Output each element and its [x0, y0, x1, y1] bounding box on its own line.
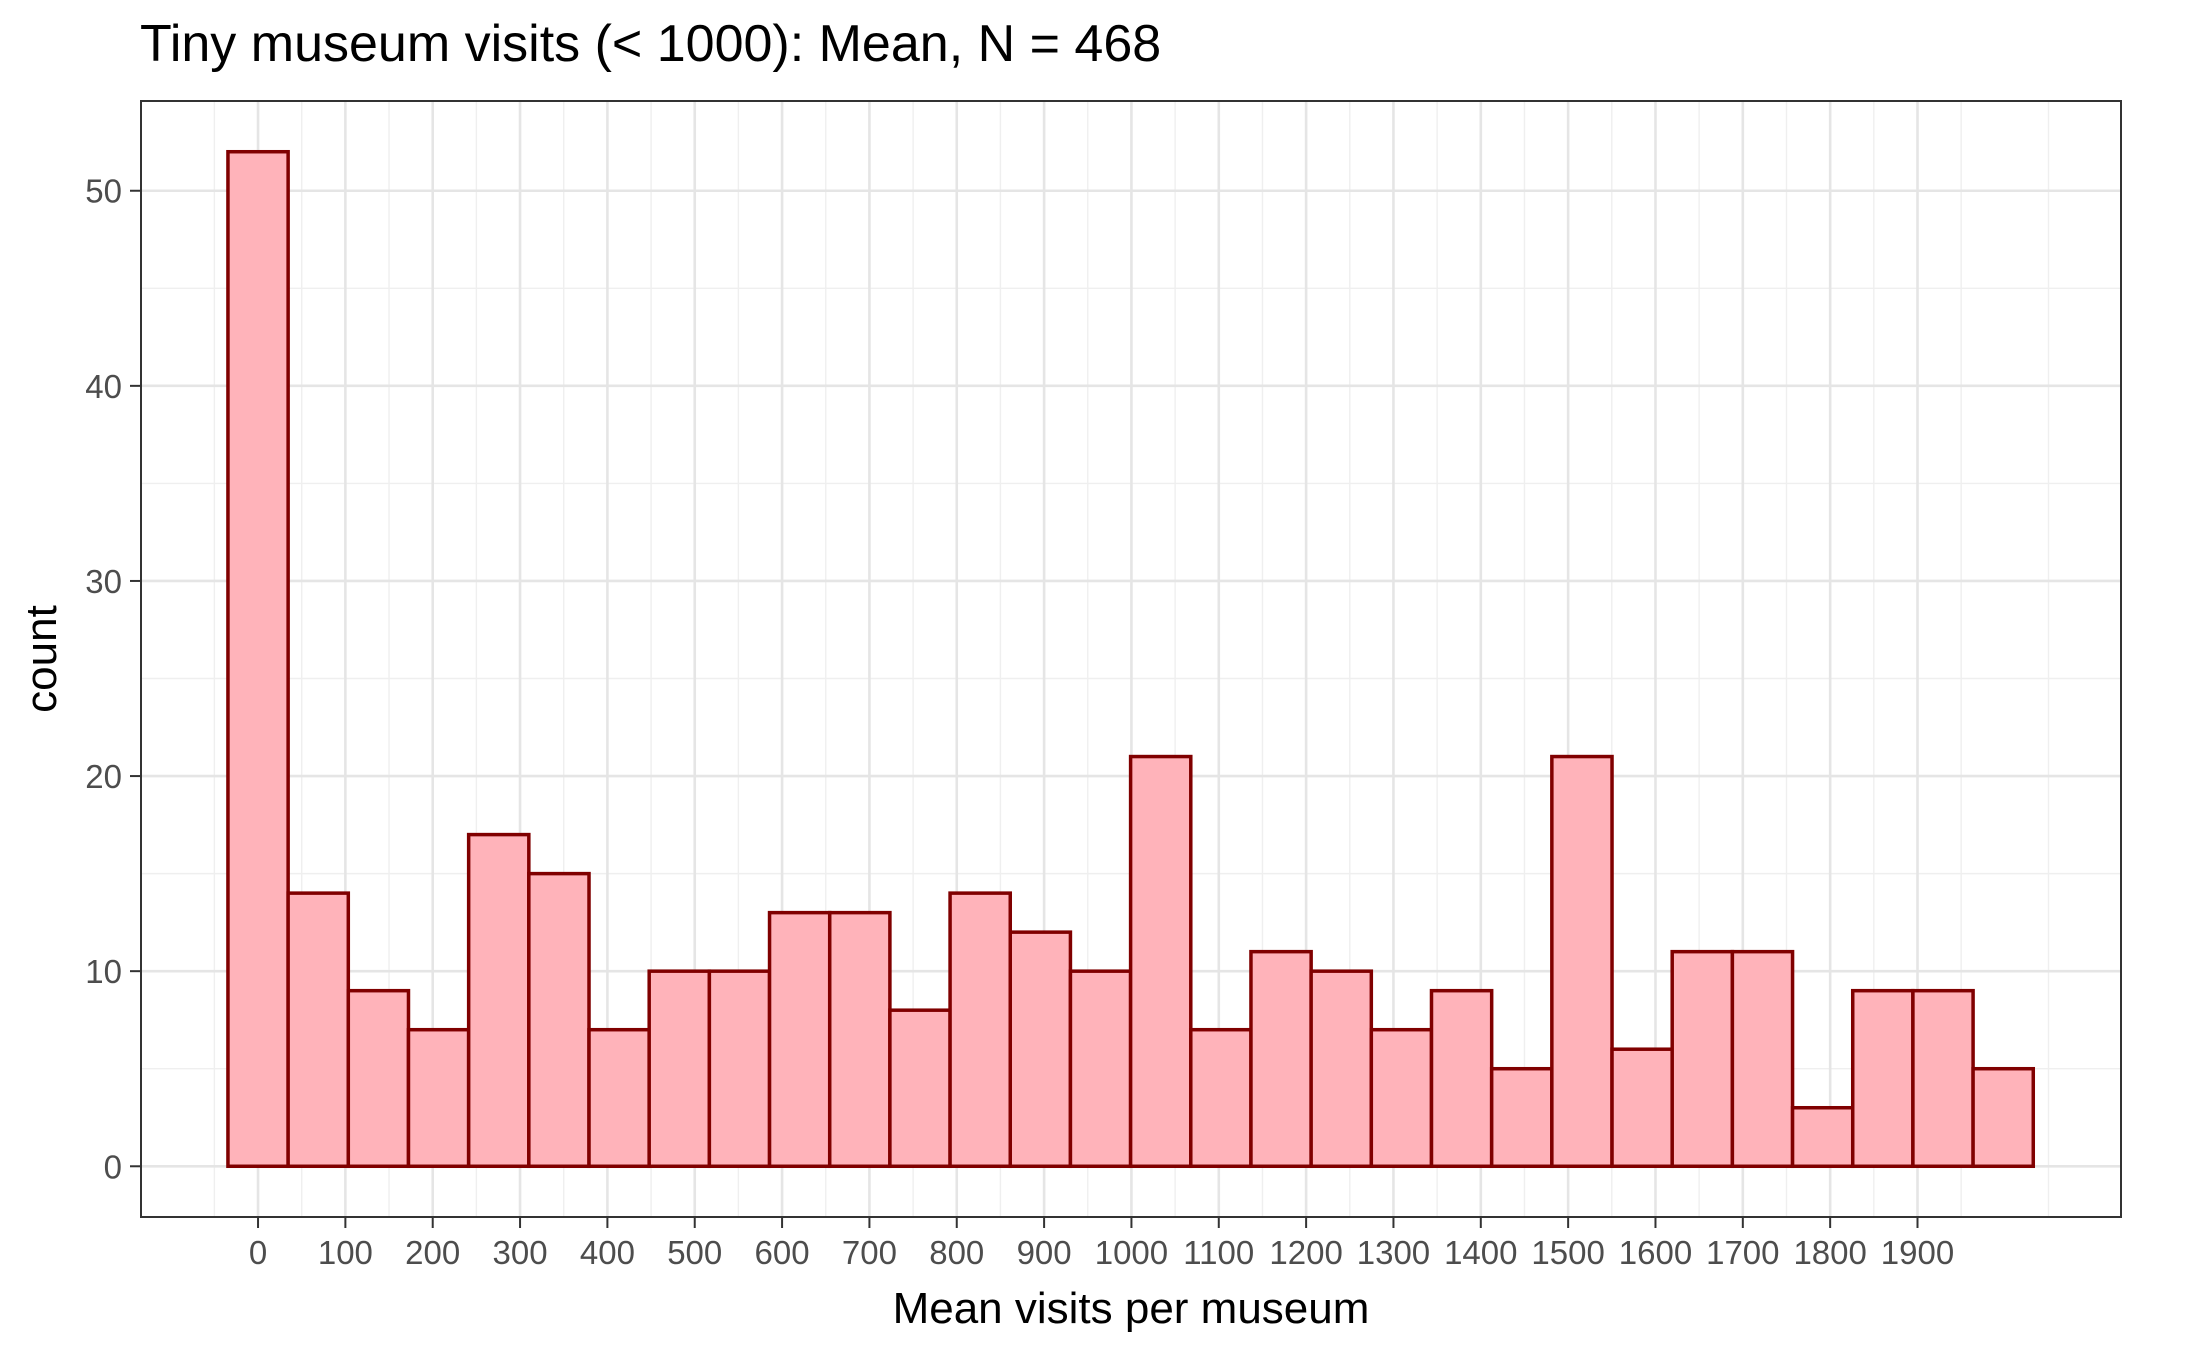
y-tick-label: 0: [104, 1148, 122, 1185]
histogram-bar: [1489, 1066, 1554, 1169]
histogram-bar: [226, 149, 290, 1169]
histogram-bar: [1429, 988, 1494, 1169]
x-tick-label: 1800: [1793, 1234, 1866, 1271]
histogram-bar: [587, 1027, 651, 1169]
histogram-bar: [827, 910, 892, 1169]
histogram-bar: [948, 891, 1013, 1169]
histogram-bar: [1670, 949, 1735, 1169]
y-tick-label: 50: [85, 173, 122, 210]
histogram-bar: [1189, 1027, 1253, 1169]
histogram-bar: [707, 969, 772, 1169]
histogram-bar: [406, 1027, 471, 1169]
chart-title: Tiny museum visits (< 1000): Mean, N = 4…: [140, 15, 1161, 73]
y-tick-label: 30: [85, 563, 122, 600]
histogram-bar: [1730, 949, 1795, 1169]
histogram-bar: [767, 910, 832, 1169]
histogram-bar: [1850, 988, 1915, 1169]
x-tick-label: 0: [249, 1234, 267, 1271]
x-tick-label: 1300: [1357, 1234, 1430, 1271]
histogram-bar: [1128, 754, 1193, 1169]
x-tick-label: 100: [318, 1234, 373, 1271]
x-tick-label: 1900: [1881, 1234, 1954, 1271]
histogram-bar: [1008, 930, 1073, 1169]
histogram-bar: [1309, 969, 1374, 1169]
x-axis-title: Mean visits per museum: [893, 1284, 1370, 1333]
histogram-bar: [1610, 1047, 1674, 1169]
x-tick-label: 800: [929, 1234, 984, 1271]
histogram-bar: [346, 988, 411, 1169]
histogram-bar: [647, 969, 712, 1169]
histogram-bar: [286, 891, 351, 1169]
y-tick-label: 10: [85, 953, 122, 990]
x-tick-label: 1500: [1531, 1234, 1604, 1271]
x-tick-label: 1000: [1095, 1234, 1168, 1271]
y-tick-label: 40: [85, 368, 122, 405]
histogram-bar: [1249, 949, 1313, 1169]
x-tick-label: 500: [667, 1234, 722, 1271]
x-tick-label: 700: [842, 1234, 897, 1271]
x-tick-label: 300: [493, 1234, 548, 1271]
bars: [226, 149, 2036, 1169]
x-tick-label: 900: [1017, 1234, 1072, 1271]
histogram-bar: [1911, 988, 1975, 1169]
y-axis: 0 10 20 30 40 50: [85, 173, 141, 1185]
x-tick-label: 600: [755, 1234, 810, 1271]
y-axis-title: count: [17, 605, 66, 713]
histogram-bar: [466, 832, 531, 1169]
x-tick-label: 1100: [1183, 1234, 1254, 1271]
histogram-bar: [1068, 969, 1133, 1169]
histogram-bar: [888, 1008, 952, 1169]
x-tick-label: 1200: [1269, 1234, 1342, 1271]
x-tick-label: 1400: [1444, 1234, 1517, 1271]
y-tick-label: 20: [85, 758, 122, 795]
histogram-bar: [1369, 1027, 1434, 1169]
histogram-bar: [1790, 1105, 1855, 1169]
histogram-bar: [1550, 754, 1614, 1169]
x-tick-label: 200: [405, 1234, 460, 1271]
histogram-bar: [1971, 1066, 2036, 1169]
x-tick-label: 1700: [1706, 1234, 1779, 1271]
x-tick-label: 1600: [1619, 1234, 1692, 1271]
x-axis: 0 100 200 300 400 500 600 700 800 900 1000 1100 1200…: [249, 1217, 1954, 1271]
x-tick-label: 400: [580, 1234, 635, 1271]
histogram-bar: [527, 871, 591, 1169]
